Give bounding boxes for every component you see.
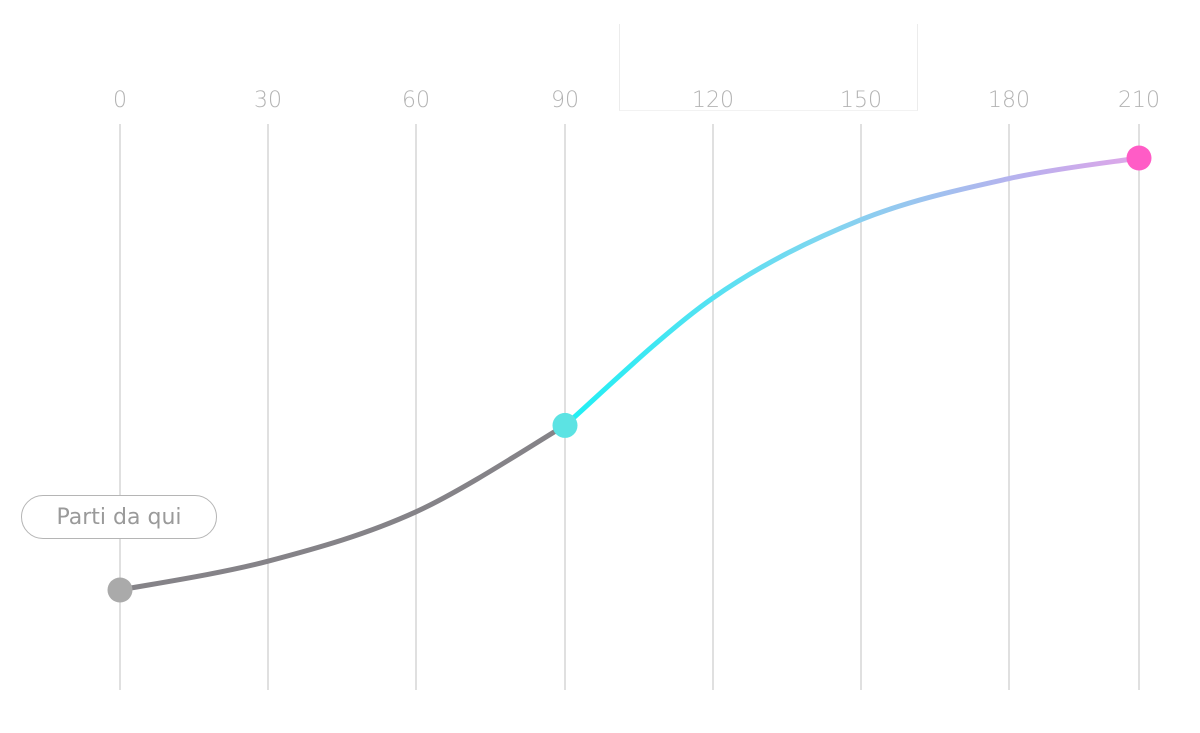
x-tick-label-90: 90 [551, 88, 579, 113]
x-tick-label-180: 180 [988, 88, 1030, 113]
end-marker[interactable] [1126, 145, 1152, 171]
x-tick-label-150: 150 [840, 88, 882, 113]
start-here-pill[interactable]: Parti da qui [21, 495, 217, 539]
series-lines [117, 155, 1142, 593]
series-line-past [117, 422, 568, 593]
grid-lines [119, 124, 1140, 690]
x-tick-label-60: 60 [402, 88, 430, 113]
current-marker[interactable] [552, 412, 578, 438]
x-tick-label-120: 120 [692, 88, 734, 113]
x-tick-label-30: 30 [254, 88, 282, 113]
x-tick-label-0: 0 [113, 88, 127, 113]
header-frame [619, 24, 918, 111]
x-tick-labels: 0 30 60 90 120 150 180 210 [113, 88, 1160, 113]
series-markers [107, 145, 1152, 603]
x-tick-label-210: 210 [1118, 88, 1160, 113]
series-line-future [562, 155, 1142, 428]
start-marker[interactable] [107, 577, 133, 603]
